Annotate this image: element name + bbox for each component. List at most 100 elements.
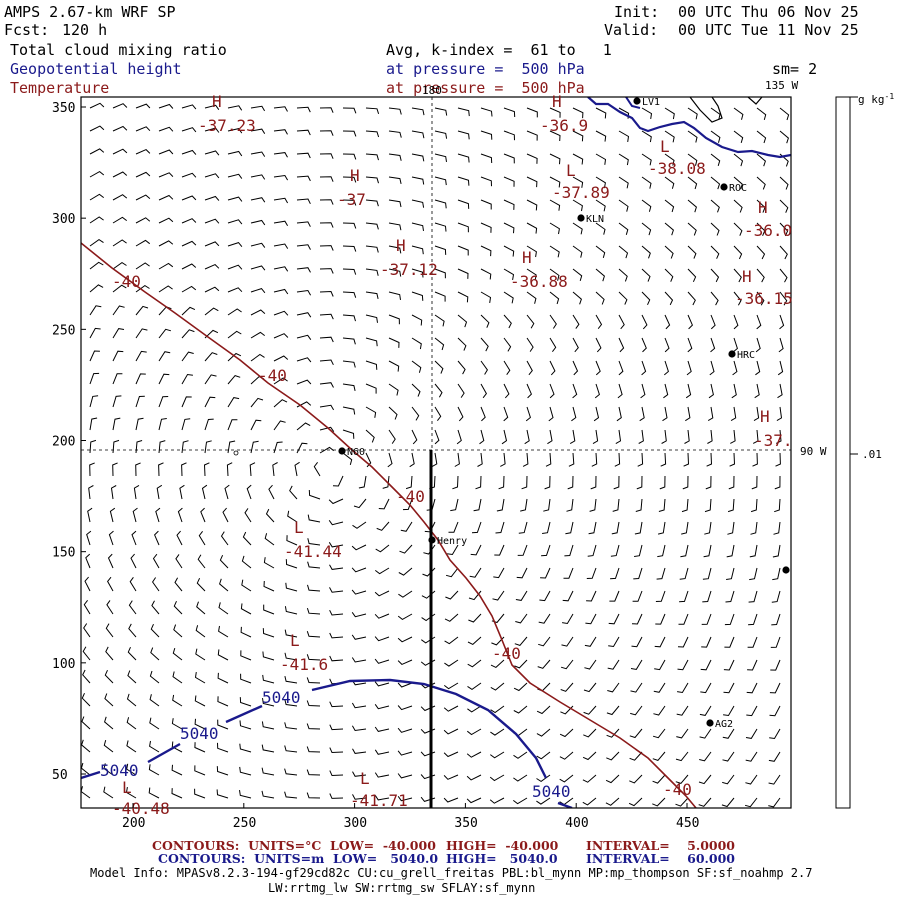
wind-barb bbox=[328, 542, 344, 548]
wind-barb bbox=[388, 406, 398, 420]
wind-barb bbox=[728, 475, 735, 490]
wind-barb bbox=[227, 128, 243, 134]
wind-barb bbox=[250, 331, 265, 339]
wind-barb bbox=[149, 717, 160, 730]
wind-barb bbox=[296, 334, 312, 340]
wind-barb bbox=[262, 674, 275, 684]
wind-barb bbox=[227, 440, 236, 454]
wind-barb bbox=[710, 222, 720, 236]
wind-barb bbox=[768, 797, 781, 808]
wind-barb bbox=[128, 600, 137, 615]
wind-barb bbox=[397, 796, 413, 802]
wind-barb bbox=[480, 337, 489, 352]
wind-barb bbox=[152, 553, 160, 569]
wind-barb bbox=[641, 199, 652, 212]
temperature-label: -40 bbox=[258, 366, 287, 385]
wind-barb bbox=[158, 240, 174, 247]
wind-barb bbox=[376, 521, 390, 531]
wind-barb bbox=[503, 176, 515, 187]
wind-barb bbox=[194, 765, 206, 776]
wind-barb bbox=[471, 521, 482, 534]
colorbar-tick-label: .01 bbox=[862, 448, 882, 461]
wind-barb bbox=[319, 336, 334, 343]
wind-barb bbox=[664, 337, 670, 353]
wind-barb bbox=[135, 284, 150, 293]
station-marker[interactable] bbox=[428, 536, 436, 544]
station-marker[interactable] bbox=[782, 566, 790, 574]
wind-barb bbox=[126, 740, 137, 753]
wind-barb bbox=[709, 360, 715, 376]
wind-barb bbox=[289, 485, 298, 500]
wind-barb bbox=[662, 406, 668, 422]
wind-barb bbox=[150, 623, 160, 638]
wind-barb bbox=[467, 682, 482, 691]
wind-barb bbox=[727, 521, 735, 535]
wind-barb bbox=[227, 419, 238, 431]
wind-barb bbox=[388, 130, 402, 138]
wind-barb bbox=[409, 452, 415, 468]
wind-barb bbox=[587, 544, 597, 557]
station-label: Henry bbox=[437, 536, 467, 547]
wind-barb bbox=[172, 694, 183, 707]
wind-barb bbox=[365, 291, 379, 300]
wind-barb bbox=[569, 429, 576, 445]
wind-barb bbox=[771, 590, 781, 603]
wind-barb bbox=[158, 149, 174, 155]
wind-barb bbox=[698, 797, 712, 807]
x-tick-label: 300 bbox=[344, 816, 367, 830]
wind-barb bbox=[89, 439, 97, 454]
wind-barb bbox=[749, 544, 758, 558]
wind-barb bbox=[572, 199, 583, 212]
wind-barb bbox=[443, 751, 459, 758]
wind-barb bbox=[733, 199, 743, 213]
wind-barb bbox=[503, 107, 516, 118]
station-marker[interactable] bbox=[728, 350, 736, 358]
wind-barb bbox=[342, 291, 357, 298]
wind-barb bbox=[399, 544, 413, 554]
wind-barb bbox=[365, 153, 379, 161]
wind-barb bbox=[726, 567, 735, 580]
station-marker[interactable] bbox=[577, 214, 585, 222]
wind-barb bbox=[444, 636, 459, 645]
station-label: ROC bbox=[729, 183, 747, 194]
station-marker[interactable] bbox=[338, 447, 346, 455]
wind-barb bbox=[227, 264, 243, 270]
wind-barb bbox=[591, 452, 598, 467]
station-marker[interactable] bbox=[706, 719, 714, 727]
wind-barb bbox=[420, 705, 436, 712]
wind-barb bbox=[242, 531, 252, 546]
wind-barb bbox=[513, 751, 528, 759]
wind-barb bbox=[196, 601, 206, 615]
wind-barb bbox=[148, 764, 160, 776]
wind-barb bbox=[503, 360, 511, 375]
wind-barb bbox=[204, 418, 214, 431]
wind-barb bbox=[411, 222, 424, 231]
wind-barb bbox=[652, 797, 666, 807]
wind-barb bbox=[374, 681, 390, 687]
wind-barb bbox=[273, 220, 289, 227]
wind-barb bbox=[539, 590, 551, 602]
wind-barb bbox=[676, 705, 689, 716]
wind-barb bbox=[388, 383, 399, 396]
station-marker[interactable] bbox=[633, 97, 641, 105]
wind-barb bbox=[204, 396, 216, 408]
wind-barb bbox=[778, 337, 784, 353]
wind-barb bbox=[653, 682, 666, 693]
wind-barb bbox=[172, 647, 183, 661]
wind-barb bbox=[296, 267, 311, 273]
wind-barb bbox=[204, 286, 220, 293]
wind-barb bbox=[217, 672, 229, 684]
wind-barb bbox=[306, 677, 321, 684]
wind-barb bbox=[261, 721, 275, 730]
wind-barb bbox=[342, 314, 356, 322]
wind-barb bbox=[561, 636, 574, 647]
wind-barb bbox=[420, 751, 436, 757]
wind-barb bbox=[549, 291, 560, 305]
wind-barb bbox=[294, 461, 300, 477]
station-marker[interactable] bbox=[720, 183, 728, 191]
wind-barb bbox=[181, 285, 197, 293]
wind-barb bbox=[479, 429, 485, 445]
wind-barb bbox=[132, 507, 138, 523]
wind-barb bbox=[296, 379, 312, 385]
wind-barb bbox=[89, 327, 101, 339]
